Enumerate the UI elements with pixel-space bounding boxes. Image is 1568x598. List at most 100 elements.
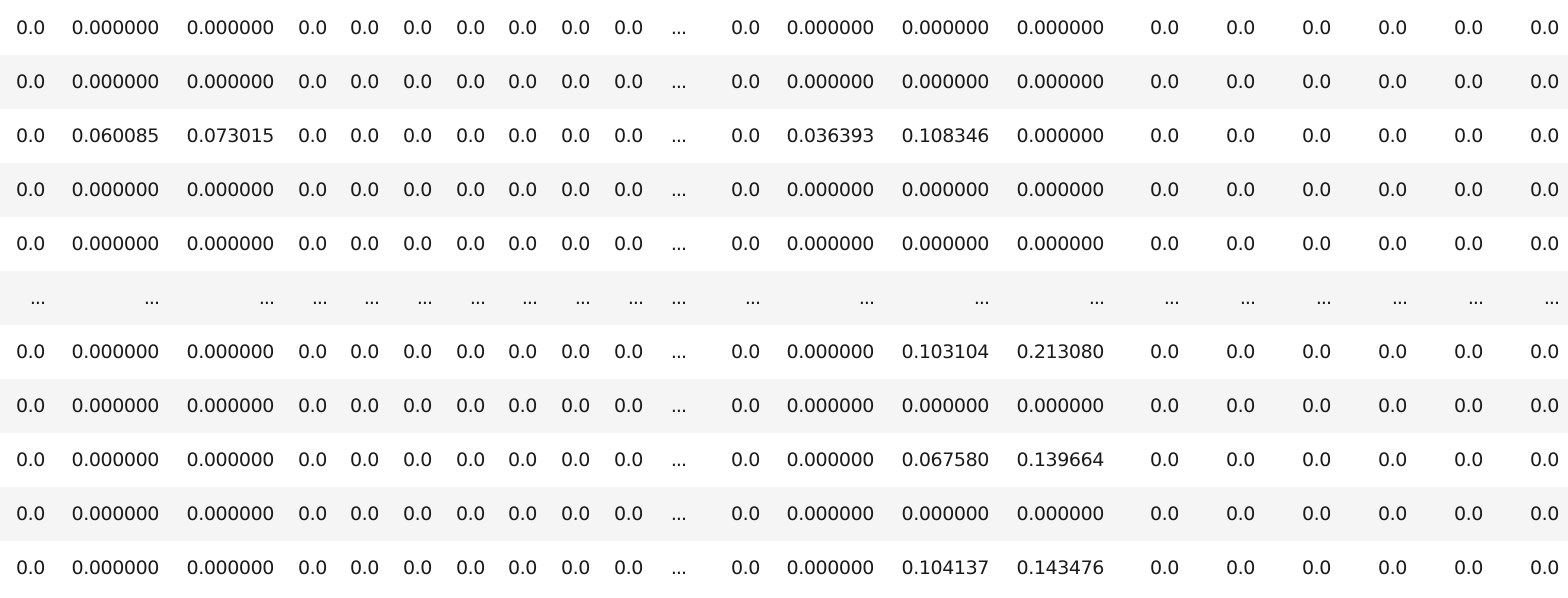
table-cell: 0.036393 <box>786 125 875 147</box>
table-ellipsis-cell: ... <box>670 17 687 39</box>
table-cell: 0.0 <box>349 557 379 579</box>
table-cell: 0.0 <box>455 179 485 201</box>
table-cell: 0.000000 <box>186 503 275 525</box>
table-cell: 0.0 <box>15 341 45 363</box>
table-cell: 0.0 <box>560 233 590 255</box>
table-cell: 0.000000 <box>71 179 160 201</box>
table-cell: 0.0 <box>613 503 643 525</box>
table-cell: 0.0 <box>560 71 590 93</box>
table-cell: 0.000000 <box>786 71 875 93</box>
table-cell: 0.0 <box>402 341 432 363</box>
table-cell: 0.000000 <box>71 449 160 471</box>
table-cell: 0.000000 <box>901 17 990 39</box>
table-cell: 0.0 <box>455 125 485 147</box>
table-cell: 0.0 <box>1225 125 1255 147</box>
table-cell: 0.0 <box>1453 341 1483 363</box>
table-cell: 0.0 <box>613 125 643 147</box>
table-cell: 0.0 <box>349 341 379 363</box>
table-cell: 0.0 <box>297 71 327 93</box>
table-cell: 0.0 <box>1149 179 1179 201</box>
table-ellipsis-cell: ... <box>258 287 275 309</box>
table-cell: 0.0 <box>730 17 760 39</box>
table-cell: 0.0 <box>15 503 45 525</box>
table-cell: 0.0 <box>1453 17 1483 39</box>
table-cell: 0.0 <box>349 17 379 39</box>
table-cell: 0.0 <box>402 449 432 471</box>
table-cell: 0.000000 <box>1016 395 1105 417</box>
table-ellipsis-cell: ... <box>1088 287 1105 309</box>
table-cell: 0.0 <box>402 557 432 579</box>
table-cell: 0.0 <box>1225 503 1255 525</box>
table-cell: 0.0 <box>507 395 537 417</box>
table-cell: 0.0 <box>455 233 485 255</box>
table-cell: 0.000000 <box>786 341 875 363</box>
table-cell: 0.000000 <box>71 341 160 363</box>
table-cell: 0.000000 <box>186 179 275 201</box>
table-cell: 0.139664 <box>1016 449 1105 471</box>
table-cell: 0.0 <box>507 503 537 525</box>
table-cell: 0.0 <box>1149 17 1179 39</box>
table-row: 0.0 0.000000 0.000000 0.0 0.0 0.0 0.0 0.0 0.0 0.0… <box>0 217 1568 271</box>
table-cell: 0.000000 <box>186 395 275 417</box>
table-ellipsis-cell: ... <box>670 449 687 471</box>
table-cell: 0.0 <box>297 233 327 255</box>
table-cell: 0.0 <box>1225 449 1255 471</box>
table-cell: 0.0 <box>1529 71 1559 93</box>
table-cell: 0.0 <box>402 179 432 201</box>
table-cell: 0.0 <box>613 557 643 579</box>
table-cell: 0.0 <box>507 125 537 147</box>
table-cell: 0.0 <box>507 557 537 579</box>
table-cell: 0.0 <box>507 449 537 471</box>
table-ellipsis-cell: ... <box>29 287 46 309</box>
table-cell: 0.0 <box>15 17 45 39</box>
table-cell: 0.0 <box>1301 557 1331 579</box>
table-cell: 0.0 <box>1225 71 1255 93</box>
table-cell: 0.0 <box>297 503 327 525</box>
table-cell: 0.0 <box>1301 179 1331 201</box>
table-cell: 0.000000 <box>1016 179 1105 201</box>
table-ellipsis-cell: ... <box>1391 287 1408 309</box>
table-cell: 0.0 <box>1149 71 1179 93</box>
table-ellipsis-cell: ... <box>627 287 644 309</box>
table-cell: 0.0 <box>730 503 760 525</box>
table-cell: 0.0 <box>730 557 760 579</box>
table-cell: 0.0 <box>349 449 379 471</box>
table-cell: 0.0 <box>297 341 327 363</box>
table-ellipsis-cell: ... <box>1467 287 1484 309</box>
table-cell: 0.0 <box>1225 233 1255 255</box>
table-ellipsis-cell: ... <box>670 341 687 363</box>
table-row: 0.0 0.000000 0.000000 0.0 0.0 0.0 0.0 0.0 0.0 0.0… <box>0 379 1568 433</box>
table-cell: 0.0 <box>1225 17 1255 39</box>
table-cell: 0.0 <box>1225 341 1255 363</box>
table-cell: 0.000000 <box>786 557 875 579</box>
table-ellipsis-cell: ... <box>574 287 591 309</box>
table-cell: 0.0 <box>613 233 643 255</box>
table-cell: 0.0 <box>507 17 537 39</box>
table-cell: 0.0 <box>1301 395 1331 417</box>
table-cell: 0.0 <box>455 341 485 363</box>
table-cell: 0.0 <box>560 557 590 579</box>
table-cell: 0.0 <box>560 17 590 39</box>
table-cell: 0.0 <box>1453 179 1483 201</box>
table-cell: 0.0 <box>613 17 643 39</box>
table-cell: 0.073015 <box>186 125 275 147</box>
table-cell: 0.0 <box>1453 449 1483 471</box>
table-ellipsis-cell: ... <box>670 287 687 309</box>
table-cell: 0.0 <box>349 71 379 93</box>
table-cell: 0.0 <box>1301 449 1331 471</box>
table-ellipsis-cell: ... <box>469 287 486 309</box>
table-cell: 0.0 <box>1529 395 1559 417</box>
table-cell: 0.0 <box>15 557 45 579</box>
table-ellipsis-cell: ... <box>1163 287 1180 309</box>
table-cell: 0.000000 <box>901 71 990 93</box>
table-cell: 0.103104 <box>901 341 990 363</box>
table-cell: 0.0 <box>560 449 590 471</box>
table-cell: 0.0 <box>349 503 379 525</box>
table-cell: 0.0 <box>507 71 537 93</box>
table-cell: 0.000000 <box>1016 125 1105 147</box>
table-cell: 0.0 <box>1225 179 1255 201</box>
table-cell: 0.000000 <box>786 395 875 417</box>
table-cell: 0.000000 <box>71 233 160 255</box>
table-row: 0.0 0.000000 0.000000 0.0 0.0 0.0 0.0 0.0 0.0 0.0… <box>0 55 1568 109</box>
